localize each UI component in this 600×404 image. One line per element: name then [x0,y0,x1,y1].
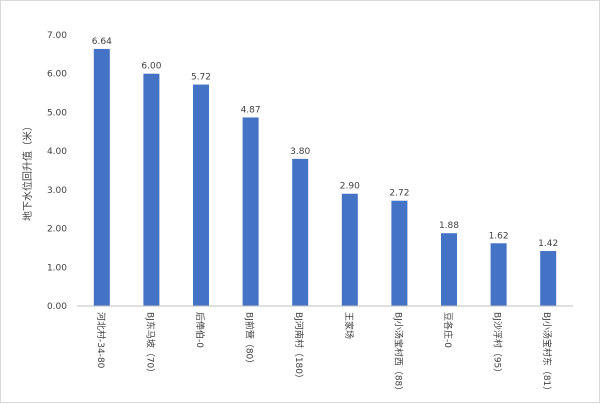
data-label: 1.88 [439,221,459,231]
y-tick-label: 2.00 [47,225,67,235]
x-category-label: 豆各庄-0 [442,312,454,348]
y-tick-label: 4.00 [47,147,67,157]
bar [441,233,457,306]
bar [341,193,358,306]
y-tick-label: 7.00 [47,31,67,41]
bar [391,200,408,306]
data-label: 3.80 [290,147,310,157]
data-label: 6.00 [141,62,161,72]
y-tick-label: 1.00 [47,263,67,273]
bar [193,84,209,306]
x-category-label: 后俸伯-0 [194,312,206,348]
x-category-label: BJ小汤宝村东（81） [541,312,553,395]
data-label: 1.62 [489,231,509,241]
x-category-label: BJ沙浮村（95） [492,312,504,377]
x-category-label: 河北村-34-80 [95,312,107,369]
x-category-label: BJ小汤宝村西（88） [392,312,404,395]
bar [292,158,309,306]
y-axis-title: 地下水位回升值（米） [21,121,34,221]
data-label: 1.42 [538,239,558,249]
bar [490,243,507,306]
y-tick-label: 6.00 [47,70,67,80]
data-label: 2.90 [340,182,360,192]
bar [143,73,160,306]
data-label: 5.72 [191,73,211,83]
x-category-label: BJ前营（80） [244,312,256,368]
data-label: 4.87 [241,105,261,115]
x-category-label: BJ河南村（180） [293,312,305,383]
data-label: 2.72 [389,189,409,199]
y-tick-label: 0.00 [47,302,67,312]
y-tick-label: 3.00 [47,186,67,196]
bar [93,48,110,307]
bar [242,117,259,306]
y-tick-label: 5.00 [47,108,67,118]
bar [540,251,557,306]
data-label: 6.64 [92,37,112,47]
x-category-label: BJ东马坡（70） [144,312,156,377]
x-category-label: 王家场 [343,312,355,339]
